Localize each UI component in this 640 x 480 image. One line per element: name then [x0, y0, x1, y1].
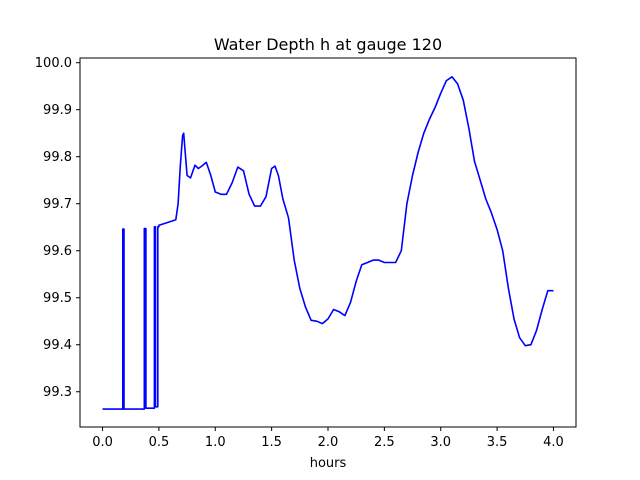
plot-area: [102, 76, 554, 410]
y-tick-label: 99.6: [43, 244, 72, 259]
x-axis-label: hours: [310, 456, 347, 471]
y-tick-label: 99.3: [43, 385, 72, 400]
plot-frame: [79, 57, 577, 428]
y-axis-ticks: 99.3 99.4 99.5 99.6 99.7 99.8 99.9 100.0: [35, 56, 80, 400]
chart-title: Water Depth h at gauge 120: [214, 35, 442, 54]
x-tick-label: 1.0: [205, 435, 226, 450]
y-tick-label: 99.9: [43, 103, 72, 118]
x-tick-label: 3.5: [487, 435, 508, 450]
series-line: [102, 76, 554, 410]
x-tick-label: 1.5: [261, 435, 282, 450]
y-tick-label: 99.5: [43, 291, 72, 306]
y-tick-label: 99.8: [43, 150, 72, 165]
y-tick-label: 99.4: [43, 338, 72, 353]
x-axis-ticks: 0.0 0.5 1.0 1.5 2.0 2.5 3.0 3.5 4.0: [92, 427, 564, 450]
x-tick-label: 4.0: [543, 435, 564, 450]
x-tick-label: 2.5: [374, 435, 395, 450]
x-tick-label: 0.0: [92, 435, 113, 450]
y-tick-label: 99.7: [43, 197, 72, 212]
x-tick-label: 3.0: [430, 435, 451, 450]
y-tick-label: 100.0: [35, 56, 72, 71]
x-tick-label: 2.0: [318, 435, 339, 450]
x-tick-label: 0.5: [149, 435, 170, 450]
